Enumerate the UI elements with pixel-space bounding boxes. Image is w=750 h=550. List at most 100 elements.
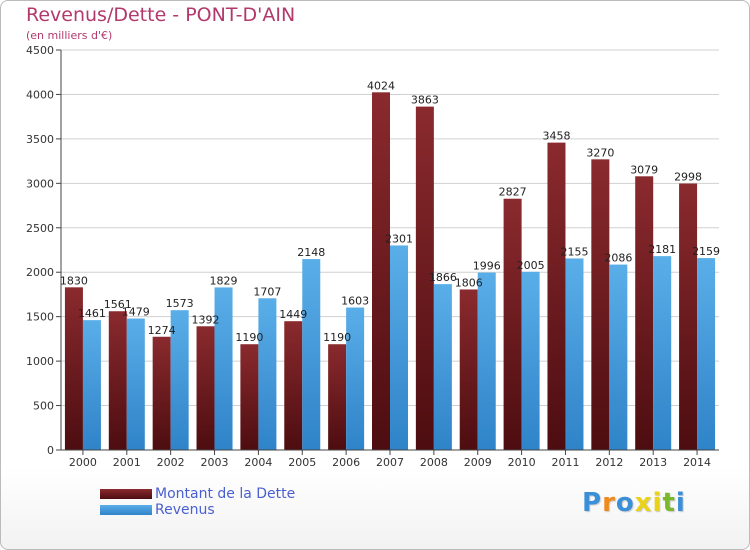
bar-revenus: [390, 245, 408, 450]
data-label-dette: 1449: [279, 308, 307, 321]
data-label-revenus: 2005: [517, 259, 545, 272]
legend-swatch-dette: [100, 489, 152, 499]
bar-revenus: [214, 287, 233, 450]
data-label-dette: 3270: [586, 146, 614, 159]
data-label-dette: 3863: [411, 94, 439, 107]
bar-dette: [108, 311, 127, 450]
data-label-revenus: 1461: [78, 307, 106, 320]
legend-label-dette: Montant de la Dette: [155, 486, 296, 502]
x-tick-label: 2000: [69, 456, 97, 469]
data-label-dette: 1190: [323, 331, 351, 344]
logo-letter: r: [602, 488, 616, 518]
data-label-dette: 3079: [630, 163, 658, 176]
bar-revenus: [653, 256, 672, 450]
x-tick-label: 2014: [683, 456, 711, 469]
x-tick-label: 2005: [288, 456, 316, 469]
data-label-dette: 2827: [499, 186, 527, 199]
bar-revenus: [170, 310, 189, 450]
bar-dette: [503, 198, 522, 450]
data-label-dette: 1561: [104, 298, 132, 311]
bar-dette: [591, 159, 610, 451]
x-tick-label: 2007: [376, 456, 404, 469]
logo-letter: i: [652, 488, 663, 518]
y-tick-label: 2000: [26, 266, 54, 279]
x-tick-label: 2013: [639, 456, 667, 469]
logo-letter: P: [582, 488, 603, 518]
data-label-dette: 1274: [148, 324, 176, 337]
data-label-dette: 1830: [60, 274, 88, 287]
bar-dette: [679, 183, 698, 450]
bar-revenus: [609, 264, 628, 450]
data-label-revenus: 1866: [429, 271, 457, 284]
x-tick-label: 2003: [201, 456, 229, 469]
data-label-revenus: 1829: [210, 274, 238, 287]
data-label-revenus: 1707: [253, 285, 281, 298]
bar-dette: [459, 289, 478, 450]
x-tick-label: 2010: [508, 456, 536, 469]
bar-revenus: [346, 307, 365, 450]
data-label-revenus: 2148: [297, 246, 325, 259]
x-tick-label: 2006: [332, 456, 360, 469]
x-tick-label: 2009: [464, 456, 492, 469]
data-label-revenus: 1996: [473, 260, 501, 273]
y-tick-label: 500: [33, 400, 54, 413]
data-label-dette: 3458: [542, 130, 570, 143]
bar-dette: [64, 287, 83, 450]
bars: [64, 92, 716, 451]
chart-subtitle: (en milliers d'€): [26, 29, 113, 42]
logo-letter: i: [675, 488, 686, 518]
x-tick-label: 2011: [551, 456, 579, 469]
data-label-revenus: 1603: [341, 295, 369, 308]
bar-revenus: [126, 318, 145, 450]
proxiti-logo: Proxiti: [582, 488, 686, 518]
data-label-revenus: 2159: [692, 245, 720, 258]
logo-letter: t: [662, 488, 676, 518]
data-label-dette: 1392: [192, 313, 220, 326]
bar-dette: [635, 176, 654, 451]
legend-label-revenus: Revenus: [155, 502, 215, 518]
data-label-dette: 1190: [235, 331, 263, 344]
y-tick-label: 4500: [26, 44, 54, 57]
bar-revenus: [477, 272, 496, 450]
y-tick-label: 2500: [26, 222, 54, 235]
bar-revenus: [697, 258, 716, 450]
data-label-dette: 4024: [367, 79, 395, 92]
bar-dette: [240, 344, 259, 450]
data-label-revenus: 2086: [604, 252, 632, 265]
y-tick-label: 3000: [26, 177, 54, 190]
bar-revenus: [521, 271, 540, 450]
bar-dette: [152, 336, 171, 450]
data-label-revenus: 2155: [560, 245, 588, 258]
bar-dette: [415, 106, 434, 450]
logo-letter: x: [634, 488, 653, 518]
data-label-revenus: 1479: [122, 306, 150, 319]
data-label-revenus: 2301: [385, 232, 413, 245]
chart-title: Revenus/Dette - PONT-D'AIN: [26, 4, 296, 26]
x-tick-label: 2002: [157, 456, 185, 469]
bar-revenus: [82, 320, 101, 450]
legend-swatch-revenus: [100, 505, 152, 515]
x-tick-label: 2012: [595, 456, 623, 469]
bar-dette: [547, 142, 566, 450]
y-tick-label: 1500: [26, 311, 54, 324]
y-tick-label: 3500: [26, 133, 54, 146]
data-label-dette: 1806: [455, 276, 483, 289]
x-tick-label: 2001: [113, 456, 141, 469]
data-label-revenus: 2181: [648, 243, 676, 256]
bar-revenus: [302, 259, 321, 450]
y-tick-label: 0: [47, 444, 54, 457]
bar-dette: [372, 92, 390, 451]
y-tick-label: 1000: [26, 355, 54, 368]
logo-letter: o: [615, 488, 635, 518]
data-label-dette: 2998: [674, 171, 702, 184]
x-tick-label: 2008: [420, 456, 448, 469]
x-tick-label: 2004: [244, 456, 272, 469]
y-tick-label: 4000: [26, 88, 54, 101]
bar-dette: [284, 321, 303, 450]
bar-revenus: [258, 298, 277, 450]
axes: 0 500 1000 1500 2000 2500 3000 3500 4000 4500 2000…: [26, 44, 719, 469]
data-label-revenus: 1573: [166, 297, 194, 310]
bar-revenus: [433, 284, 452, 450]
